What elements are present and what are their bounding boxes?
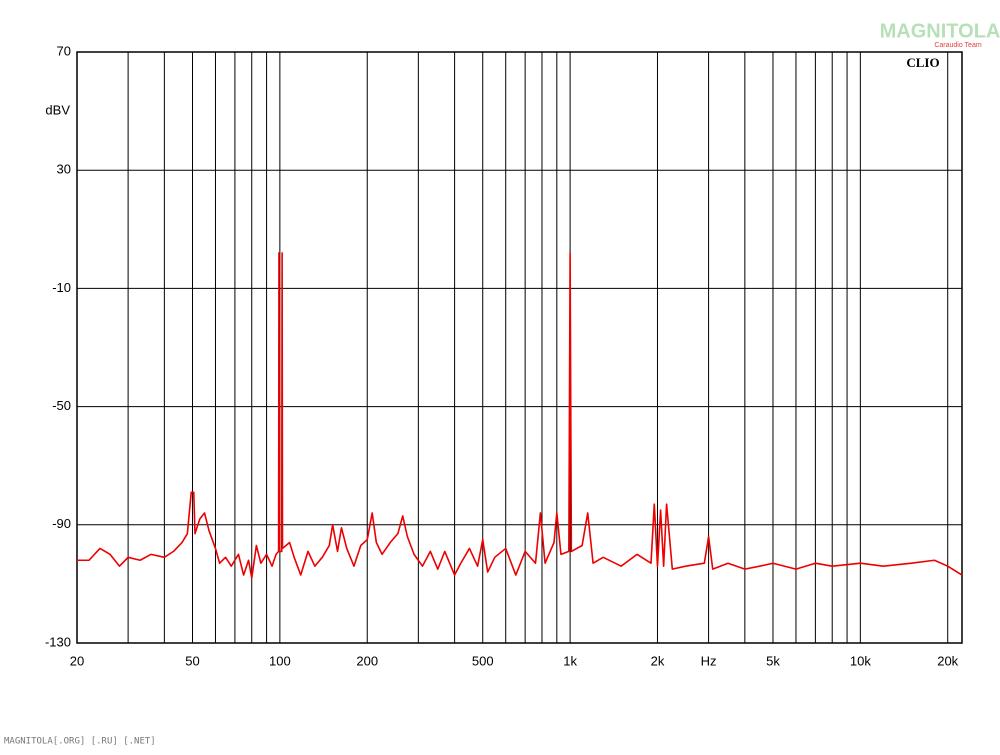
plot-frame [76, 51, 963, 644]
x-tick-label: 20k [937, 653, 958, 668]
x-tick-label: 50 [185, 653, 199, 668]
x-tick-label: 200 [356, 653, 378, 668]
y-tick-label: -10 [52, 280, 71, 295]
y-axis-label: dBV [45, 102, 70, 117]
brand: CLIO [906, 55, 939, 70]
footer: MAGNITOLA[.ORG] [.RU] [.NET] [4, 737, 156, 747]
y-tick-label: 30 [57, 162, 71, 177]
watermark-sub: Caraudio Team [934, 42, 982, 49]
y-tick-label: -50 [52, 398, 71, 413]
x-tick-label: 500 [472, 653, 494, 668]
x-tick-label: 1k [563, 653, 577, 668]
watermark: MAGNITOLA [880, 20, 1000, 42]
x-tick-label: Hz [701, 653, 717, 668]
y-tick-label: -90 [52, 516, 71, 531]
x-tick-label: 5k [766, 653, 780, 668]
x-tick-label: 100 [269, 653, 291, 668]
x-tick-label: 2k [651, 653, 665, 668]
data-line [77, 252, 963, 579]
y-tick-label: -130 [45, 634, 71, 649]
x-tick-label: 10k [850, 653, 871, 668]
x-tick-label: 20 [70, 653, 84, 668]
y-tick-label: 70 [57, 43, 71, 58]
